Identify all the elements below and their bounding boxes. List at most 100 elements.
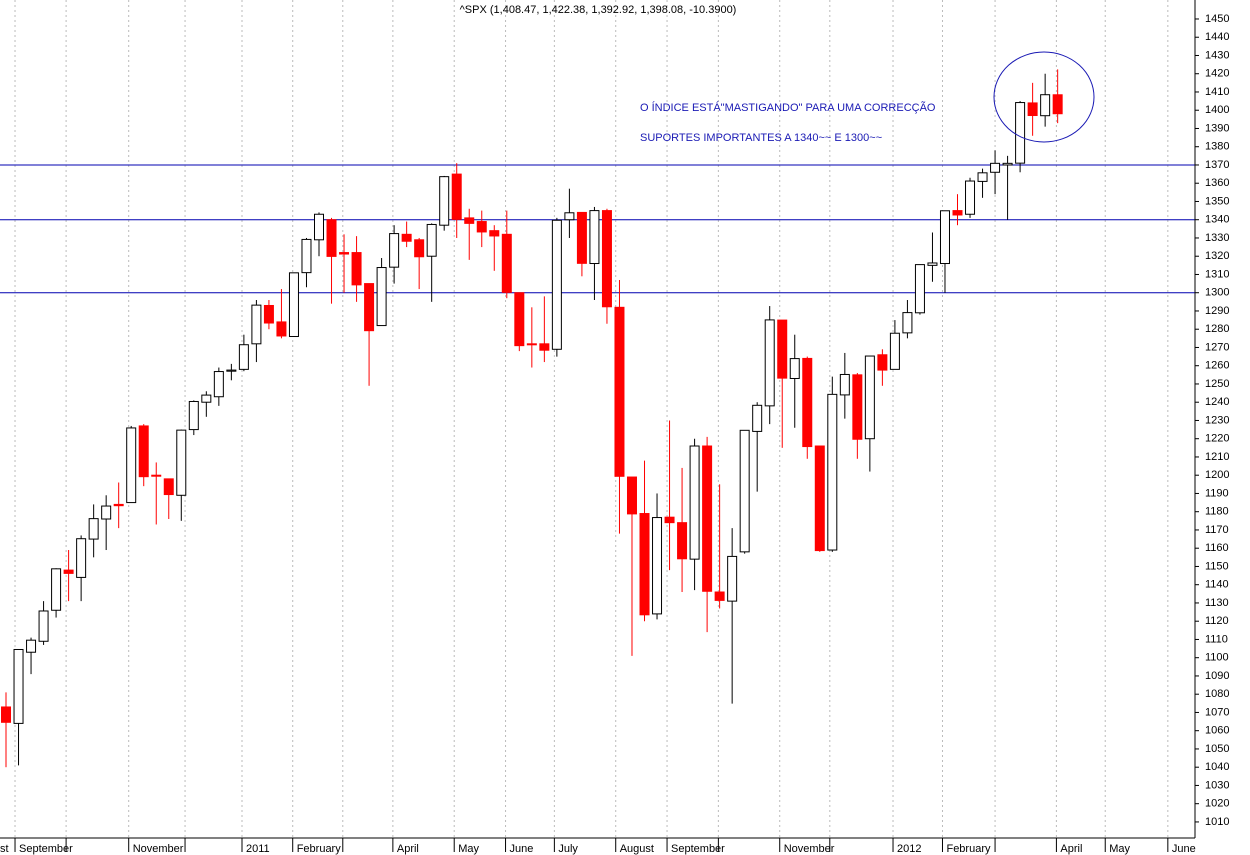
y-tick-label: 1040 [1205,761,1229,773]
candle-body [1015,102,1026,164]
candle-body [677,522,688,560]
candle-body [914,264,925,314]
y-tick-label: 1440 [1205,31,1229,43]
candle-body [977,172,988,182]
candle-body [752,404,763,432]
y-tick-label: 1230 [1205,414,1229,426]
candle-body [201,394,212,403]
y-tick-label: 1110 [1205,633,1228,645]
y-tick-label: 1260 [1205,360,1229,372]
y-tick-label: 1120 [1205,615,1229,627]
x-tick-label: 2011 [246,843,270,855]
candle-body [276,321,287,337]
candle-body [814,445,825,552]
candle-body [63,569,74,574]
candle-body [263,304,274,324]
y-tick-label: 1220 [1205,433,1229,445]
candle-body [213,371,224,398]
y-tick-label: 1450 [1205,13,1229,25]
candle-body [426,223,437,257]
candle-body [51,568,62,611]
candle-body [351,252,362,286]
y-tick-label: 1290 [1205,305,1229,317]
candle-body [251,304,262,345]
y-tick-label: 1170 [1205,524,1229,536]
y-tick-label: 1320 [1205,250,1229,262]
candle-body [26,639,37,653]
candle-body [889,332,900,370]
y-tick-label: 1380 [1205,141,1229,153]
candle-body [601,210,612,308]
x-tick-label: September [671,843,725,855]
y-tick-label: 1160 [1205,542,1229,554]
x-tick-label: 2012 [897,843,921,855]
candle-body [727,555,738,602]
candle-body [689,445,700,560]
candle-body [101,505,112,520]
candle-body [326,219,337,257]
candle-body [301,238,312,274]
candle-body [501,233,512,293]
y-tick-label: 1010 [1205,816,1229,828]
candle-body [589,210,600,265]
y-tick-label: 1280 [1205,323,1229,335]
x-tick-label: November [133,843,184,855]
y-tick-label: 1060 [1205,725,1229,737]
candle-body [551,219,562,350]
candle-body [852,374,863,440]
chart-title: ^SPX (1,408.47, 1,422.38, 1,392.92, 1,39… [460,4,737,16]
candle-body [364,283,375,332]
candle-body [1027,102,1038,117]
candle-body [464,217,475,224]
x-tick-label: May [458,843,479,855]
candle-body [714,591,725,601]
candle-body [238,344,249,370]
candle-body [664,516,675,524]
x-tick-label: June [1172,843,1196,855]
candle-body [652,517,663,615]
candle-body [339,252,350,255]
candle-body [877,354,888,371]
x-tick-label: April [397,843,419,855]
y-tick-label: 1410 [1205,86,1229,98]
candle-body [789,358,800,379]
candle-body [188,400,199,431]
y-tick-label: 1310 [1205,268,1229,280]
candle-body [176,429,187,496]
candle-body [489,230,500,237]
candle-body [163,478,174,496]
candle-body [76,538,87,578]
candle-body [827,393,838,551]
x-tick-label: April [1060,843,1082,855]
x-tick-label: June [510,843,534,855]
candle-body [526,343,537,346]
candle-body [777,319,788,379]
y-tick-label: 1430 [1205,49,1229,61]
candle-body [138,425,149,478]
y-tick-label: 1180 [1205,506,1229,518]
marks [0,69,1195,768]
candle-body [927,262,938,266]
candle-body [864,355,875,440]
candle-body [1002,162,1013,166]
y-tick-label: 1210 [1205,451,1229,463]
y-tick-label: 1250 [1205,378,1229,390]
y-tick-label: 1400 [1205,104,1229,116]
candle-body [802,357,813,448]
y-tick-label: 1050 [1205,743,1229,755]
candle-body [314,213,325,241]
y-tick-label: 1140 [1205,579,1229,591]
candle-body [965,180,976,215]
y-tick-label: 1030 [1205,779,1229,791]
y-tick-label: 1390 [1205,122,1229,134]
candle-body [952,210,963,216]
highlight-circle [993,51,1095,143]
y-tick-label: 1300 [1205,287,1229,299]
x-tick-label: November [784,843,835,855]
candle-body [414,239,425,258]
y-tick-label: 1130 [1205,597,1229,609]
x-tick-label: August [620,843,654,855]
y-tick-label: 1080 [1205,688,1229,700]
candle-body [126,427,137,504]
